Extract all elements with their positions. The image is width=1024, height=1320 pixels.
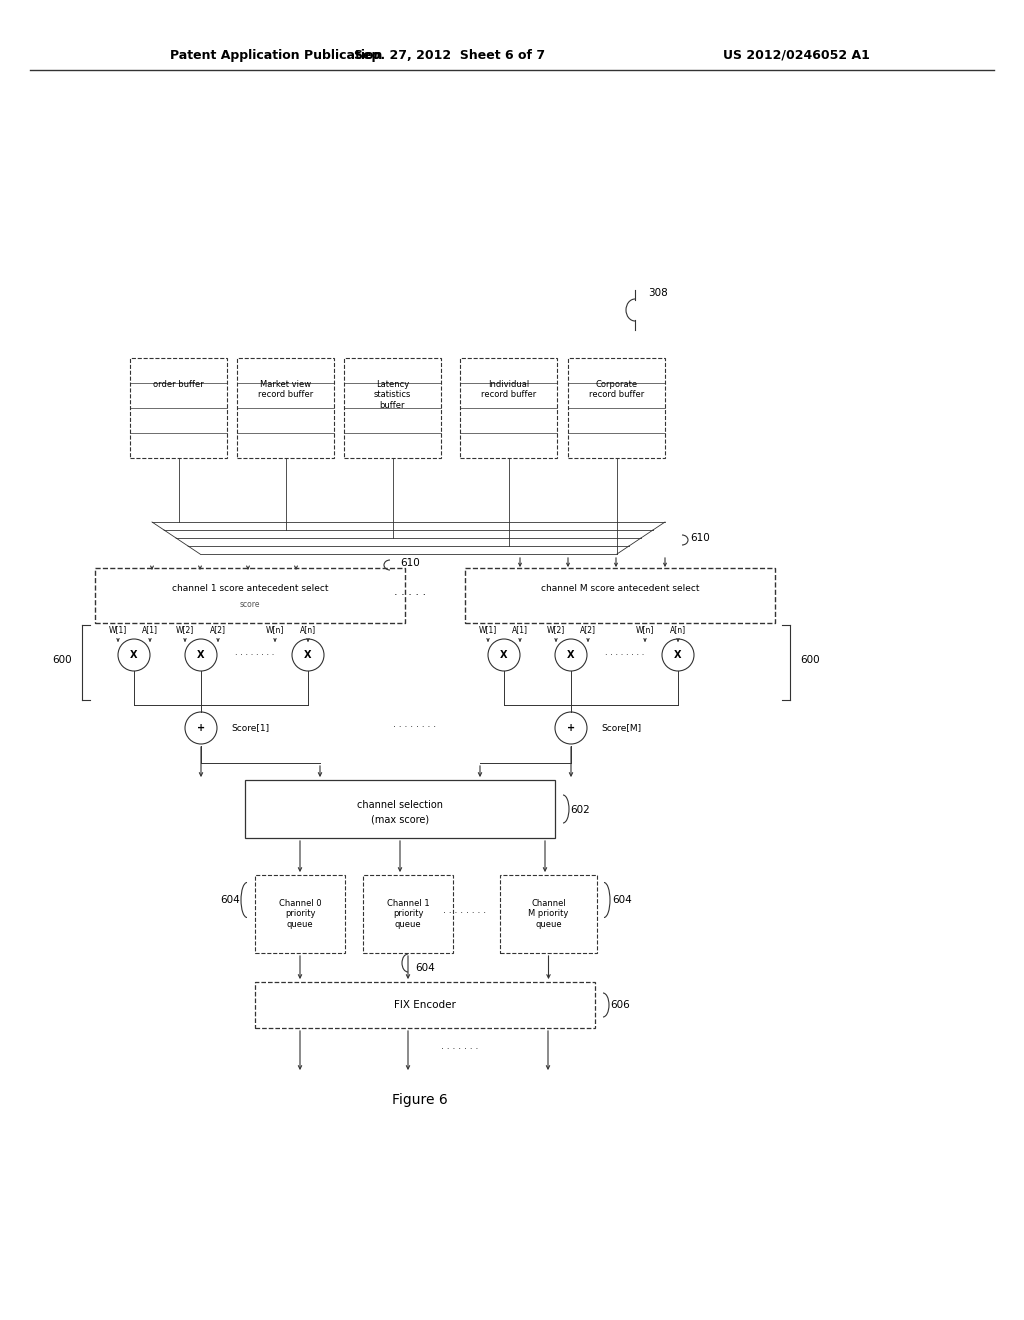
Text: · · · · · · · ·: · · · · · · · · — [236, 651, 274, 660]
Text: channel 1 score antecedent select: channel 1 score antecedent select — [172, 583, 329, 593]
Text: 610: 610 — [690, 533, 710, 543]
Text: score: score — [240, 601, 260, 609]
Text: Individual
record buffer: Individual record buffer — [481, 380, 537, 400]
Text: A[1]: A[1] — [512, 626, 528, 635]
Text: A[1]: A[1] — [142, 626, 158, 635]
Text: W[1]: W[1] — [479, 626, 497, 635]
Text: 602: 602 — [570, 805, 590, 814]
Text: A[n]: A[n] — [300, 626, 316, 635]
Text: Channel
M priority
queue: Channel M priority queue — [528, 899, 568, 929]
Text: Figure 6: Figure 6 — [392, 1093, 447, 1107]
Bar — [255, 875, 345, 953]
Text: X: X — [130, 649, 138, 660]
Text: 600: 600 — [800, 655, 819, 665]
Text: · · · · · · ·: · · · · · · · — [441, 1045, 478, 1055]
Text: Corporate
record buffer: Corporate record buffer — [589, 380, 644, 400]
Text: X: X — [304, 649, 311, 660]
Text: A[2]: A[2] — [210, 626, 226, 635]
Bar — [130, 358, 227, 458]
Bar — [344, 358, 441, 458]
Text: 308: 308 — [648, 288, 668, 298]
Text: X: X — [674, 649, 682, 660]
Text: Sep. 27, 2012  Sheet 6 of 7: Sep. 27, 2012 Sheet 6 of 7 — [354, 49, 546, 62]
Text: W[2]: W[2] — [176, 626, 195, 635]
Bar — [255, 982, 595, 1028]
Bar — [568, 358, 665, 458]
Text: 600: 600 — [52, 655, 72, 665]
Text: A[n]: A[n] — [670, 626, 686, 635]
Text: X: X — [567, 649, 574, 660]
Bar — [362, 875, 453, 953]
Text: Patent Application Publication: Patent Application Publication — [170, 49, 382, 62]
Text: Score[M]: Score[M] — [601, 723, 641, 733]
Text: order buffer: order buffer — [154, 380, 204, 389]
Text: W[1]: W[1] — [109, 626, 127, 635]
Text: W[2]: W[2] — [547, 626, 565, 635]
Text: FIX Encoder: FIX Encoder — [394, 1001, 456, 1010]
Text: US 2012/0246052 A1: US 2012/0246052 A1 — [723, 49, 870, 62]
Text: +: + — [197, 723, 205, 733]
Bar — [500, 875, 597, 953]
Text: · · · · · · · ·: · · · · · · · · — [443, 909, 486, 919]
Text: W[n]: W[n] — [636, 626, 654, 635]
Text: · · · · · · · ·: · · · · · · · · — [393, 723, 436, 733]
Text: 604: 604 — [415, 964, 435, 973]
Bar — [465, 568, 775, 623]
Text: X: X — [501, 649, 508, 660]
Bar — [95, 568, 406, 623]
Text: · · · · ·: · · · · · — [394, 590, 426, 601]
Text: Score[1]: Score[1] — [231, 723, 269, 733]
Text: 606: 606 — [610, 1001, 630, 1010]
Text: channel M score antecedent select: channel M score antecedent select — [541, 583, 699, 593]
Bar — [460, 358, 557, 458]
Text: W[n]: W[n] — [266, 626, 285, 635]
Text: Latency
statistics
buffer: Latency statistics buffer — [374, 380, 412, 409]
Text: 610: 610 — [400, 558, 420, 568]
Text: 604: 604 — [612, 895, 632, 906]
Text: A[2]: A[2] — [580, 626, 596, 635]
Text: Channel 0
priority
queue: Channel 0 priority queue — [279, 899, 322, 929]
Text: 604: 604 — [220, 895, 240, 906]
Text: +: + — [567, 723, 575, 733]
Bar — [245, 780, 555, 838]
Text: (max score): (max score) — [371, 814, 429, 825]
Text: · · · · · · · ·: · · · · · · · · — [605, 651, 645, 660]
Text: Market view
record buffer: Market view record buffer — [258, 380, 313, 400]
Text: Channel 1
priority
queue: Channel 1 priority queue — [387, 899, 429, 929]
Text: channel selection: channel selection — [357, 800, 443, 810]
Bar — [237, 358, 334, 458]
Text: X: X — [198, 649, 205, 660]
